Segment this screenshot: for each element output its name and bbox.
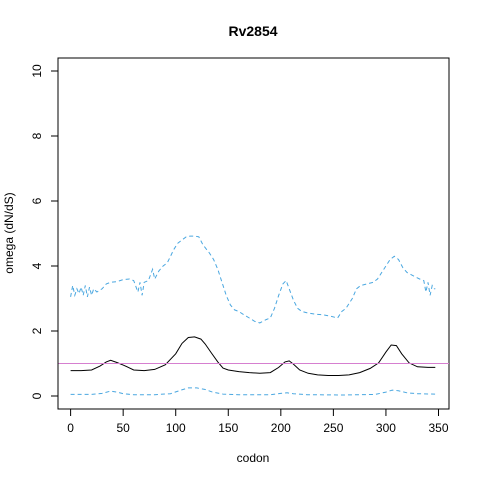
y-tick-label: 6 [30, 197, 44, 204]
x-tick-label: 250 [323, 421, 343, 435]
series-line-3 [70, 387, 436, 396]
x-tick-label: 300 [376, 421, 396, 435]
y-axis: 0 2 4 6 8 10 [30, 64, 59, 399]
x-tick-label: 150 [218, 421, 238, 435]
x-tick-label: 50 [116, 421, 130, 435]
y-tick-label: 10 [30, 64, 44, 78]
chart-title: Rv2854 [228, 23, 277, 39]
y-axis-label: omega (dN/dS) [2, 192, 16, 273]
plot-frame [57, 57, 450, 410]
x-tick-label: 200 [271, 421, 291, 435]
x-axis: 0 50 100 150 200 250 300 350 [67, 408, 449, 435]
x-tick-label: 350 [428, 421, 448, 435]
y-tick-label: 2 [30, 327, 44, 334]
series-line-1 [70, 336, 436, 376]
x-tick-label: 100 [166, 421, 186, 435]
x-axis-label: codon [237, 451, 270, 465]
y-tick-label: 4 [30, 262, 44, 269]
y-tick-label: 0 [30, 392, 44, 399]
series-line-2 [70, 235, 436, 324]
x-tick-label: 0 [67, 421, 74, 435]
series-lines [70, 235, 436, 396]
y-tick-label: 8 [30, 132, 44, 139]
